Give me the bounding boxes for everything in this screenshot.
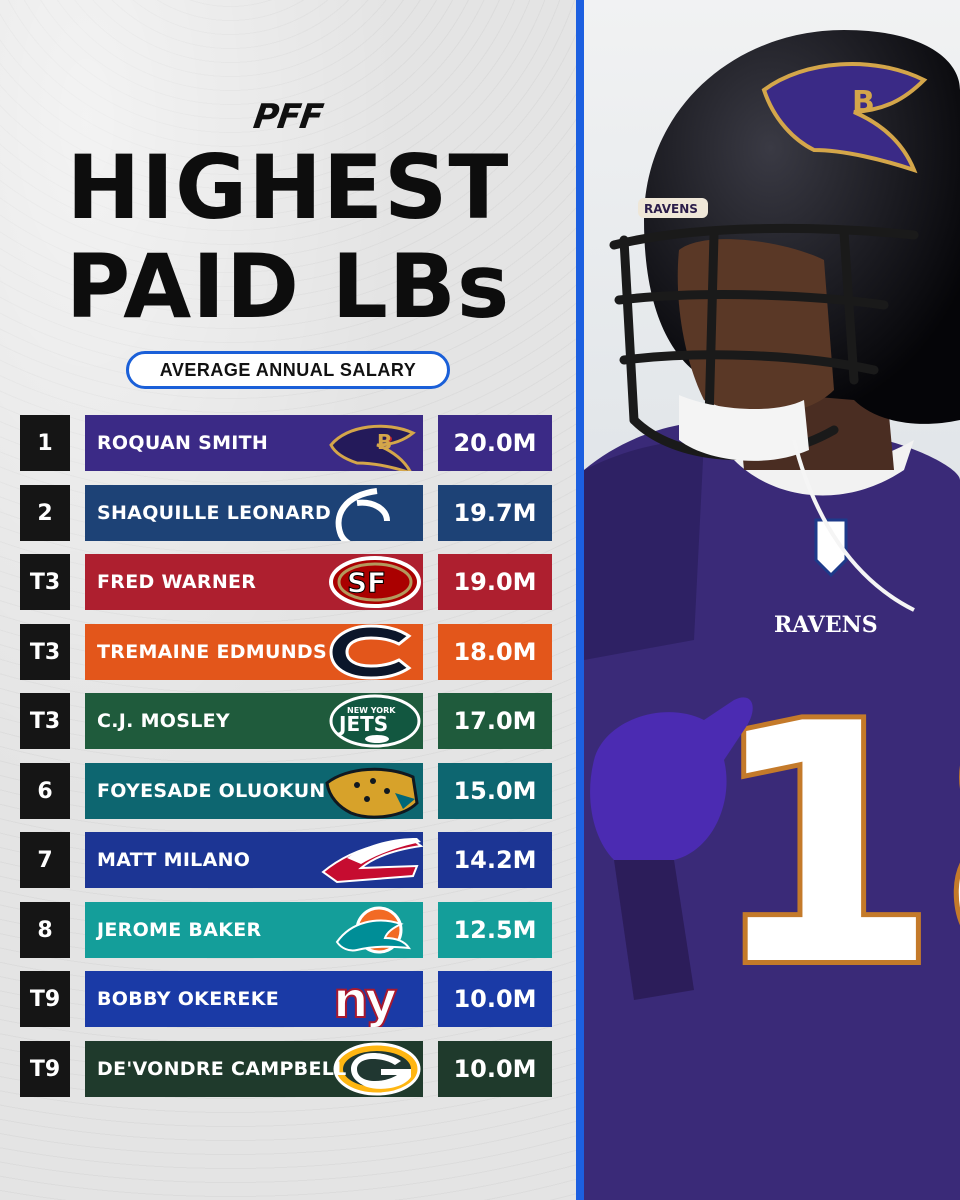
salary-value: 18.0M	[438, 624, 552, 680]
salary-value: 10.0M	[438, 971, 552, 1027]
player-name-bar: DE'VONDRE CAMPBELL	[85, 1041, 423, 1097]
salary-value: 20.0M	[438, 415, 552, 471]
player-name-bar: BOBBY OKEREKE ny	[85, 971, 423, 1027]
player-name-bar: TREMAINE EDMUNDS	[85, 624, 423, 680]
49ers-logo: SF	[329, 556, 421, 608]
rank-badge: 8	[20, 902, 70, 958]
svg-text:SF: SF	[347, 566, 386, 599]
colts-logo	[335, 488, 390, 541]
svg-text:ny: ny	[333, 971, 397, 1027]
ravens-player-illustration: 18 RAVENS B RAVENS	[584, 0, 960, 1200]
rank-badge: T9	[20, 1041, 70, 1097]
jaguars-logo	[325, 767, 419, 819]
helmet-bumper-text: RAVENS	[644, 202, 698, 216]
svg-text:B: B	[377, 430, 392, 454]
rank-badge: T9	[20, 971, 70, 1027]
rank-badge: 2	[20, 485, 70, 541]
salary-value: 10.0M	[438, 1041, 552, 1097]
bills-logo	[321, 838, 423, 884]
player-photo: 18 RAVENS B RAVENS	[584, 0, 960, 1200]
player-name: ROQUAN SMITH	[97, 432, 269, 454]
dolphins-logo	[335, 906, 412, 954]
player-name-bar: FOYESADE OLUOKUN	[85, 763, 423, 819]
packers-logo	[333, 1042, 421, 1096]
player-name: FOYESADE OLUOKUN	[97, 780, 326, 802]
title-line-1: HIGHEST	[66, 136, 510, 239]
pff-logo: PFF	[251, 97, 325, 137]
player-name: C.J. MOSLEY	[97, 710, 230, 732]
player-name: JEROME BAKER	[97, 919, 262, 941]
jets-logo: NEW YORK JETS	[329, 694, 421, 748]
player-name-bar: FRED WARNER SF	[85, 554, 423, 610]
player-name: DE'VONDRE CAMPBELL	[97, 1058, 347, 1080]
salary-value: 14.2M	[438, 832, 552, 888]
svg-text:18: 18	[709, 654, 960, 1038]
player-name-bar: ROQUAN SMITH B	[85, 415, 423, 471]
bears-logo	[329, 624, 412, 680]
rank-badge: T3	[20, 624, 70, 680]
player-name-bar: MATT MILANO	[85, 832, 423, 888]
infographic-panel: PFF HIGHEST PAID LBs AVERAGE ANNUAL SALA…	[0, 0, 576, 1200]
rank-badge: T3	[20, 554, 70, 610]
svg-text:NEW YORK: NEW YORK	[347, 706, 396, 715]
player-name: BOBBY OKEREKE	[97, 988, 279, 1010]
salary-value: 19.7M	[438, 485, 552, 541]
ravens-logo: B	[329, 424, 416, 471]
salary-value: 15.0M	[438, 763, 552, 819]
player-name: TREMAINE EDMUNDS	[97, 641, 327, 663]
salary-value: 17.0M	[438, 693, 552, 749]
giants-logo: ny	[332, 971, 402, 1027]
salary-value: 12.5M	[438, 902, 552, 958]
rank-badge: 7	[20, 832, 70, 888]
jersey-wordmark: RAVENS	[774, 612, 878, 638]
rank-badge: T3	[20, 693, 70, 749]
title-line-2: PAID LBs	[65, 235, 511, 338]
player-name: FRED WARNER	[97, 571, 257, 593]
player-name-bar: C.J. MOSLEY NEW YORK JETS	[85, 693, 423, 749]
player-name: MATT MILANO	[97, 849, 251, 871]
player-name-bar: JEROME BAKER	[85, 902, 423, 958]
salary-value: 19.0M	[438, 554, 552, 610]
rank-badge: 6	[20, 763, 70, 819]
svg-text:B: B	[852, 85, 875, 120]
player-name-bar: SHAQUILLE LEONARD	[85, 485, 423, 541]
svg-text:JETS: JETS	[337, 712, 388, 736]
rank-badge: 1	[20, 415, 70, 471]
subtitle-badge: AVERAGE ANNUAL SALARY	[126, 351, 450, 389]
player-name: SHAQUILLE LEONARD	[97, 502, 332, 524]
panel-divider	[576, 0, 584, 1200]
